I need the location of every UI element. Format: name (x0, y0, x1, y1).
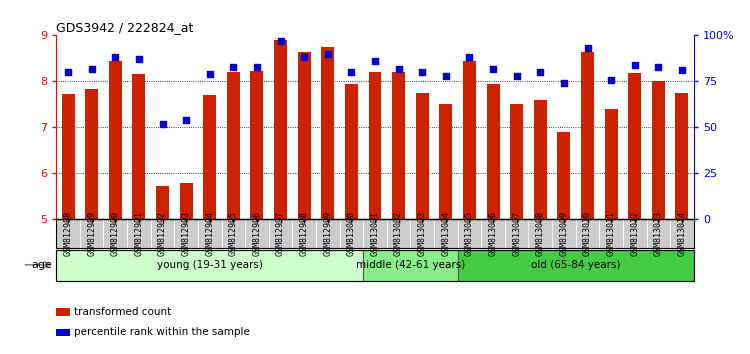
Text: GSM813001: GSM813001 (370, 211, 380, 256)
Text: GSM813014: GSM813014 (677, 211, 686, 256)
Point (440, 73, 452, 79)
Bar (392, 72, 405, 219)
Text: GSM813005: GSM813005 (465, 211, 474, 256)
Text: GSM813009: GSM813009 (560, 211, 568, 256)
Text: GSM813000: GSM813000 (347, 211, 356, 256)
Bar (534, 100, 547, 219)
Point (133, 57, 145, 62)
Bar (251, 71, 263, 219)
Text: middle (42-61 years): middle (42-61 years) (356, 260, 465, 270)
Text: GSM813008: GSM813008 (536, 211, 544, 256)
Point (534, 69, 546, 75)
Bar (179, 183, 193, 219)
Bar (652, 81, 664, 219)
Point (676, 68, 688, 73)
Bar (581, 51, 594, 219)
Point (62, 69, 74, 75)
Bar (156, 186, 169, 219)
Bar (628, 73, 641, 219)
Bar (510, 104, 524, 219)
Text: transformed count: transformed count (74, 307, 172, 316)
Point (251, 64, 263, 69)
Point (464, 55, 476, 60)
Bar (557, 132, 571, 219)
Bar (604, 109, 617, 219)
Point (628, 62, 640, 68)
Bar (345, 84, 358, 219)
Text: GSM813006: GSM813006 (488, 211, 497, 256)
Point (86, 66, 98, 72)
Text: GSM813010: GSM813010 (583, 211, 592, 256)
Text: GSM812994: GSM812994 (206, 211, 214, 256)
Point (204, 71, 216, 77)
Bar (62, 94, 74, 219)
Text: GSM812989: GSM812989 (87, 211, 96, 256)
Bar (133, 74, 146, 219)
Text: GSM812997: GSM812997 (276, 211, 285, 256)
Point (180, 117, 192, 123)
Text: GSM812996: GSM812996 (253, 211, 262, 256)
Text: GSM812998: GSM812998 (300, 211, 309, 256)
Point (322, 51, 334, 57)
Point (511, 73, 523, 79)
Point (558, 80, 570, 86)
Bar (109, 61, 122, 219)
Point (274, 38, 286, 44)
FancyBboxPatch shape (56, 250, 363, 281)
Text: age: age (32, 260, 53, 270)
Text: GSM812990: GSM812990 (111, 211, 120, 256)
Point (581, 45, 593, 51)
Text: GSM812995: GSM812995 (229, 211, 238, 256)
Point (369, 58, 381, 64)
Point (298, 55, 310, 60)
Bar (368, 72, 382, 219)
Text: young (19-31 years): young (19-31 years) (157, 260, 262, 270)
Text: GSM812988: GSM812988 (64, 211, 73, 256)
Bar (274, 40, 287, 219)
Bar (463, 61, 476, 219)
Point (346, 69, 358, 75)
Text: GSM813004: GSM813004 (441, 211, 450, 256)
Text: GSM812999: GSM812999 (323, 211, 332, 256)
Bar (203, 95, 216, 219)
Text: old (65-84 years): old (65-84 years) (531, 260, 620, 270)
Bar (416, 93, 429, 219)
Point (227, 64, 239, 69)
Text: GSM813011: GSM813011 (607, 211, 616, 256)
Text: GSM812992: GSM812992 (158, 211, 167, 256)
Text: GSM813002: GSM813002 (394, 211, 403, 256)
Text: GDS3942 / 222824_at: GDS3942 / 222824_at (56, 21, 194, 34)
Text: GSM813013: GSM813013 (654, 211, 663, 256)
Bar (321, 47, 334, 219)
Bar (226, 72, 240, 219)
Point (157, 121, 169, 127)
Bar (487, 84, 500, 219)
Bar (298, 51, 310, 219)
Point (392, 66, 404, 72)
Text: percentile rank within the sample: percentile rank within the sample (74, 327, 250, 337)
Bar (676, 93, 688, 219)
Bar (86, 89, 98, 219)
Point (605, 77, 617, 82)
Text: GSM812991: GSM812991 (134, 211, 143, 256)
Text: GSM813012: GSM813012 (630, 211, 639, 256)
FancyBboxPatch shape (458, 250, 694, 281)
Text: GSM813003: GSM813003 (418, 211, 427, 256)
Text: GSM812993: GSM812993 (182, 211, 190, 256)
Point (416, 69, 428, 75)
Bar (440, 104, 452, 219)
Point (110, 55, 122, 60)
FancyBboxPatch shape (363, 250, 458, 281)
Point (652, 64, 664, 69)
Point (487, 66, 499, 72)
Text: GSM813007: GSM813007 (512, 211, 521, 256)
